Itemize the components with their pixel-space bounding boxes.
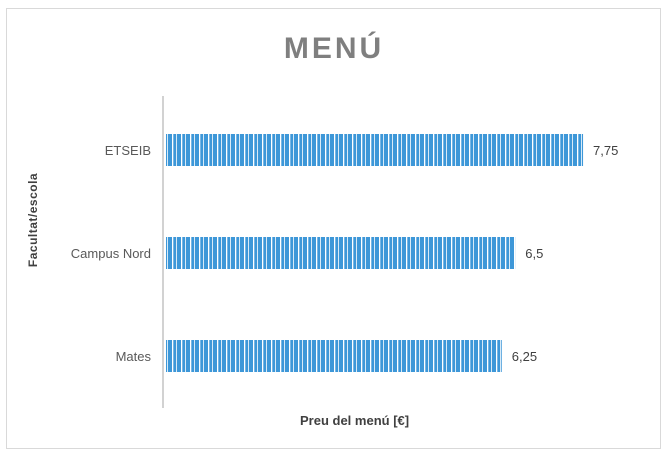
value-label: 6,25: [512, 349, 537, 364]
chart-title: MENÚ: [283, 32, 385, 65]
value-label: 6,5: [525, 246, 543, 261]
x-axis-label: Preu del menú [€]: [300, 413, 410, 428]
category-label: ETSEIB: [105, 143, 151, 158]
category-label: Campus Nord: [71, 246, 151, 261]
bar-etseib: [166, 134, 584, 166]
bar-campus-nord: [166, 237, 516, 269]
chart-frame: [6, 8, 661, 449]
value-label: 7,75: [593, 143, 618, 158]
bar-mates: [166, 340, 502, 372]
category-label: Mates: [116, 349, 152, 364]
